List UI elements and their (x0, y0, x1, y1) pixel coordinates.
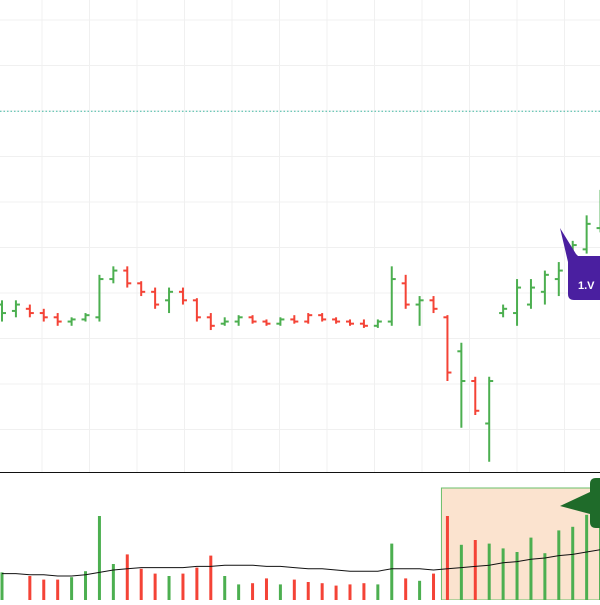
ohlc-bar (555, 262, 563, 296)
volume-bar (28, 576, 31, 600)
ohlc-bar (54, 313, 62, 326)
ohlc-bar (221, 317, 229, 325)
ohlc-bar (513, 279, 521, 326)
ohlc-bar (430, 296, 438, 313)
ohlc-bar (12, 300, 20, 317)
volume-bar (56, 580, 59, 600)
volume-bar (195, 568, 198, 600)
ohlc-bar (346, 319, 354, 325)
volume-bar (349, 584, 352, 600)
volume-bar (488, 544, 491, 600)
volume-bar (543, 553, 546, 600)
volume-bar (42, 580, 45, 600)
volume-bar (474, 540, 477, 600)
volume-bar (418, 581, 421, 600)
ohlc-bar (332, 317, 340, 323)
volume-bar (307, 582, 310, 600)
ohlc-bar (318, 313, 326, 321)
volume-bar (529, 538, 532, 600)
volume-bar (404, 578, 407, 600)
ohlc-bar (151, 288, 159, 309)
ohlc-bar (235, 315, 243, 326)
volume-bar (516, 552, 519, 600)
ohlc-bar (541, 271, 549, 305)
ohlc-bar (193, 298, 201, 321)
ohlc-bar (165, 288, 173, 313)
volume-bar (181, 574, 184, 600)
ohlc-bar (360, 319, 368, 327)
volume-bar (112, 564, 115, 600)
volume-bar (432, 574, 435, 600)
volume-bar (293, 580, 296, 600)
ohlc-bar (207, 313, 215, 330)
ohlc-bar (457, 343, 465, 428)
ohlc-bar (402, 275, 410, 309)
volume-bar (1, 572, 4, 600)
grid-lines (0, 0, 600, 472)
volume-bar (585, 515, 588, 600)
volume-bar (209, 556, 212, 600)
ohlc-bar (179, 288, 187, 305)
volume-bar (98, 516, 101, 600)
ohlc-bar (597, 190, 600, 232)
purple-annotation-label: 1.V (578, 280, 595, 292)
volume-bar (390, 544, 393, 600)
volume-bar (237, 584, 240, 600)
volume-bar (223, 576, 226, 600)
volume-bar (502, 548, 505, 600)
ohlc-bar (82, 313, 90, 321)
volume-bar (446, 516, 449, 600)
ohlc-bar (68, 317, 76, 325)
ohlc-bar (499, 305, 507, 318)
volume-bar (376, 584, 379, 600)
ohlc-bar (471, 377, 479, 415)
volume-bar (140, 569, 143, 600)
ohlc-bar (0, 300, 6, 321)
ohlc-bar (485, 377, 493, 462)
volume-bar (571, 527, 574, 600)
ohlc-bar (527, 279, 535, 309)
ohlc-bar (443, 315, 451, 381)
volume-bar (70, 577, 73, 600)
ohlc-bar (388, 266, 396, 325)
ohlc-bar (276, 317, 284, 325)
ohlc-bar (290, 315, 298, 323)
ohlc-bar (109, 266, 117, 283)
volume-bar (335, 586, 338, 600)
volume-bar (154, 574, 157, 600)
volume-bar (168, 576, 171, 600)
volume-bar (84, 571, 87, 600)
volume-bar (251, 583, 254, 600)
ohlc-bar (304, 313, 312, 324)
volume-bar (321, 583, 324, 600)
volume-bar (460, 545, 463, 600)
ohlc-bar (249, 315, 257, 323)
volume-bar (557, 530, 560, 600)
ohlc-bar (137, 281, 145, 296)
ohlc-bar (26, 305, 34, 318)
purple-annotation: 1.V (560, 228, 600, 300)
volume-bar (265, 578, 268, 600)
volume-bar (279, 584, 282, 600)
ohlc-bar (95, 275, 103, 322)
ohlc-bar (262, 319, 270, 325)
ohlc-bar (374, 319, 382, 327)
volume-bar (362, 583, 365, 600)
ohlc-bar (123, 266, 131, 287)
ohlc-bar (40, 309, 48, 322)
volume-bar (126, 554, 129, 600)
